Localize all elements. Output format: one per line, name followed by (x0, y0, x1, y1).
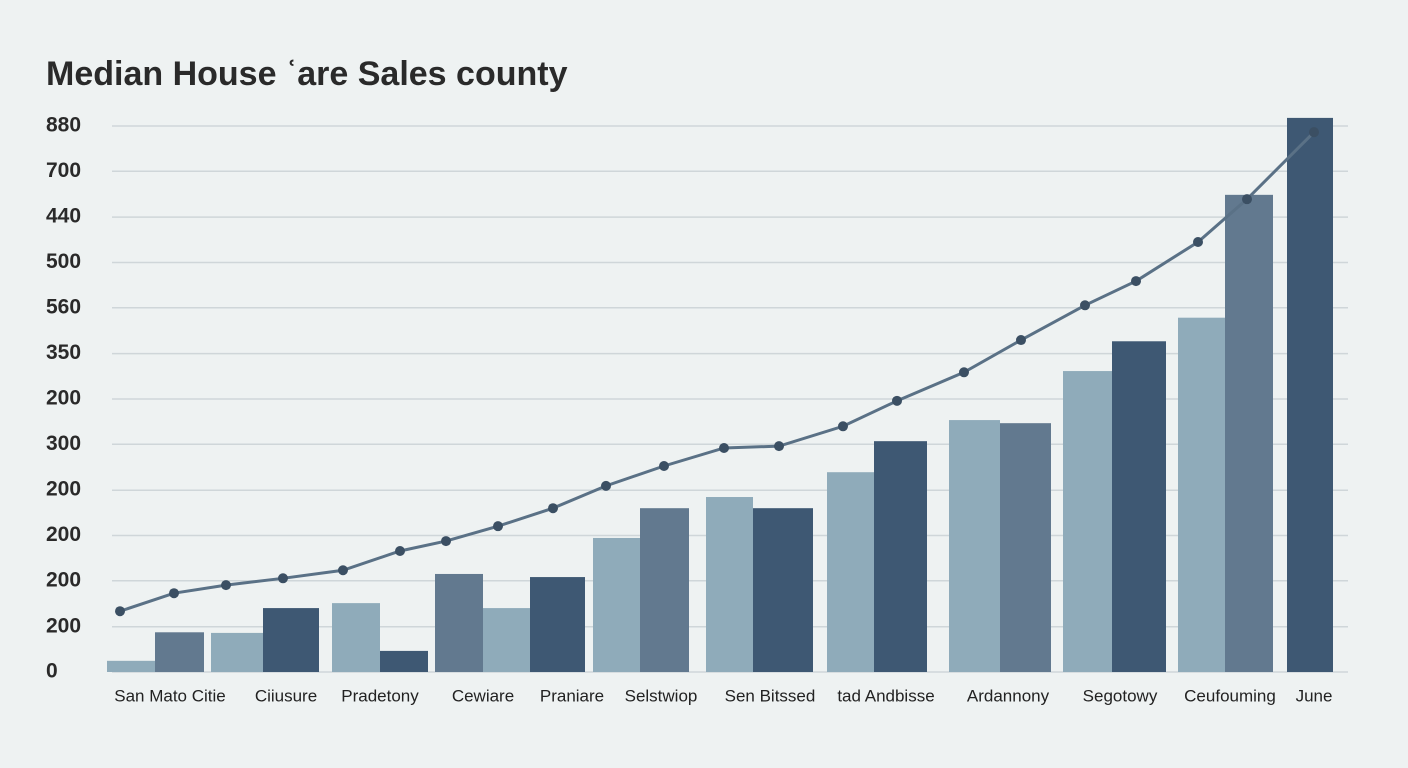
x-tick-label: Sen Bitssed (725, 686, 816, 705)
bar (483, 608, 530, 672)
line-marker (1193, 236, 1203, 247)
x-tick-label: June (1296, 686, 1333, 705)
bar (1287, 117, 1333, 673)
line-marker (838, 421, 848, 432)
bar (263, 608, 319, 672)
y-tick-label: 440 (46, 205, 81, 228)
line-marker (338, 565, 348, 576)
y-tick-label: 0 (46, 660, 58, 683)
line-marker (395, 546, 405, 557)
line-marker (601, 480, 611, 491)
x-tick-label: Ardannony (967, 686, 1050, 705)
bar (949, 420, 1000, 672)
x-tick-label: San Mato Citie (114, 686, 226, 705)
line-marker (1242, 194, 1252, 205)
y-tick-label: 700 (46, 159, 81, 182)
line (119, 131, 1316, 613)
bar (332, 603, 380, 672)
y-tick-label: 200 (46, 614, 81, 637)
bar (1000, 423, 1051, 672)
line-marker (278, 573, 288, 584)
bar (107, 660, 155, 672)
line-marker (892, 395, 902, 406)
line-marker (1131, 276, 1141, 287)
line-marker (1080, 300, 1090, 311)
x-tick-label: Ceufouming (1184, 686, 1276, 705)
x-tick-label: Segotowy (1083, 686, 1158, 705)
line-marker (774, 441, 784, 452)
line-marker (493, 521, 503, 532)
bar (753, 508, 813, 672)
bar (706, 497, 753, 672)
bar (874, 441, 927, 672)
bar (1112, 341, 1166, 672)
x-tick-label: Cewiare (452, 686, 514, 705)
y-tick-label: 560 (46, 295, 81, 318)
chart-title: Median House ʿare Sales county (46, 55, 568, 93)
line-marker (169, 588, 179, 599)
bar (1063, 371, 1112, 672)
line-marker (959, 367, 969, 378)
x-tick-label: tad Andbisse (837, 686, 934, 705)
y-tick-label: 300 (46, 432, 81, 455)
line-marker (221, 580, 231, 591)
bar (155, 632, 204, 672)
line-marker (1309, 127, 1319, 138)
bar (530, 577, 585, 672)
line-marker (1016, 335, 1026, 346)
bar (380, 650, 428, 672)
bar (1225, 194, 1273, 672)
bar (211, 632, 263, 672)
bar (435, 573, 483, 672)
y-tick-label: 880 (46, 114, 81, 137)
y-tick-label: 350 (46, 341, 81, 364)
y-tick-label: 200 (46, 387, 81, 410)
bar (1178, 317, 1225, 672)
line-marker (719, 442, 729, 453)
y-tick-label: 200 (46, 523, 81, 546)
y-tick-label: 200 (46, 478, 81, 501)
line-marker (659, 460, 669, 471)
y-tick-label: 200 (46, 568, 81, 591)
x-tick-label: Selstwiop (625, 686, 698, 705)
x-tick-label: Pradetony (341, 686, 419, 705)
x-tick-label: Praniare (540, 686, 604, 705)
x-tick-label: Ciiusure (255, 686, 317, 705)
bar (827, 472, 874, 672)
bar (593, 537, 640, 672)
bar (640, 508, 689, 672)
line-marker (441, 536, 451, 547)
line-marker (548, 503, 558, 514)
y-tick-label: 500 (46, 250, 81, 273)
line-marker (115, 606, 125, 617)
